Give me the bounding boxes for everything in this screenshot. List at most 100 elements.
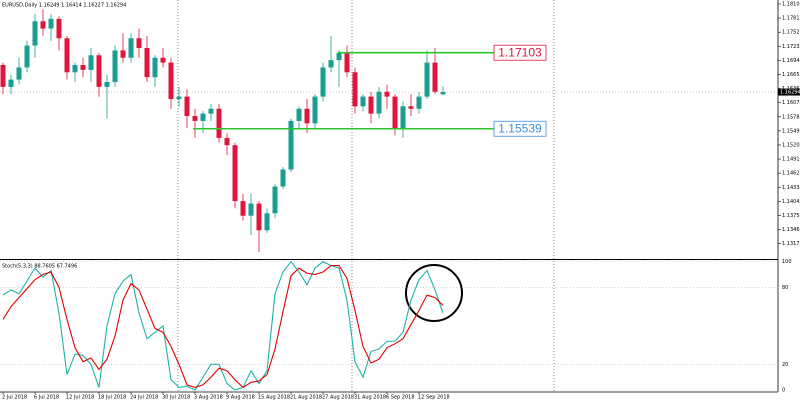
y-tick-label: 1.14625 <box>782 171 800 177</box>
candle-body <box>288 120 294 170</box>
candle-body <box>0 65 6 87</box>
candle-body <box>296 108 302 121</box>
indicator-line <box>2 264 444 389</box>
candle-body <box>264 213 270 231</box>
candle-body <box>240 201 246 216</box>
y-tick-label: 1.14335 <box>782 185 800 191</box>
candle-body <box>88 55 94 70</box>
candle-body <box>56 18 62 39</box>
y-tick-label: 1.14915 <box>782 157 800 163</box>
y-tick-label: 20 <box>782 362 788 368</box>
candle-body <box>312 96 318 124</box>
candle-body <box>80 65 86 70</box>
candle-body <box>192 116 198 121</box>
candle-body <box>160 57 166 63</box>
highlight-circle <box>405 264 463 322</box>
candle-body <box>168 62 174 100</box>
candle-body <box>176 96 182 100</box>
indicator-title: Stoch(5,3,3) 88.7605 67.7496 <box>2 264 77 270</box>
candle-body <box>184 96 190 117</box>
y-tick-label: 1.17235 <box>782 44 800 50</box>
last-price-box <box>778 88 800 96</box>
x-tick-label: 21 Aug 2018 <box>290 395 322 400</box>
candle-body <box>384 91 390 97</box>
y-tick-label: 1.13175 <box>782 241 800 247</box>
x-tick-label: 9 Aug 2018 <box>226 395 255 400</box>
candle-body <box>304 108 310 124</box>
y-tick-label: 1.16075 <box>782 100 800 106</box>
candle-body <box>24 45 30 68</box>
candle-body <box>368 96 374 114</box>
indicator-line <box>2 260 444 391</box>
candle-body <box>128 38 134 58</box>
candle-body <box>408 106 414 109</box>
candle-body <box>48 18 54 29</box>
candle-body <box>416 96 422 109</box>
candle-body <box>32 21 38 46</box>
x-tick-label: 27 Aug 2018 <box>322 395 354 400</box>
level-label-box <box>493 120 547 137</box>
x-tick-label: 6 Jul 2018 <box>34 395 59 400</box>
candle-body <box>272 186 278 214</box>
x-tick-label: 18 Jul 2018 <box>98 395 126 400</box>
y-tick-label: 80 <box>782 285 788 291</box>
level-label: 1.15539 <box>498 121 542 135</box>
candle-body <box>112 50 118 83</box>
candle-body <box>280 169 286 187</box>
candle-body <box>400 106 406 129</box>
x-tick-label: 24 Jul 2018 <box>130 395 158 400</box>
candle-body <box>224 137 230 146</box>
y-tick-label: 1.14045 <box>782 199 800 205</box>
x-tick-label: 12 Jul 2018 <box>66 395 94 400</box>
y-tick-label: 0 <box>782 388 785 394</box>
candle-body <box>40 21 46 29</box>
candle-body <box>136 38 142 48</box>
candle-body <box>320 67 326 97</box>
candle-body <box>376 91 382 114</box>
candle-body <box>144 47 150 78</box>
candle-body <box>232 145 238 202</box>
candle-body <box>336 52 342 61</box>
candle-body <box>424 62 430 97</box>
candle-body <box>248 203 254 216</box>
candle-body <box>208 108 214 114</box>
candle-body <box>200 113 206 121</box>
y-tick-label: 1.18105 <box>782 2 800 8</box>
candle-body <box>64 38 70 73</box>
y-tick-label: 1.17815 <box>782 16 800 22</box>
candle-body <box>120 50 126 58</box>
candle-body <box>16 67 22 80</box>
y-tick-label: 1.17525 <box>782 30 800 36</box>
candle-body <box>152 57 158 78</box>
y-tick-label: 1.13755 <box>782 213 800 219</box>
candle-body <box>432 62 438 92</box>
x-tick-label: 12 Sep 2018 <box>418 395 450 400</box>
candle-body <box>344 52 350 73</box>
candle-body <box>360 96 366 107</box>
x-tick-label: 6 Sep 2018 <box>386 395 415 400</box>
candle-body <box>96 55 102 87</box>
x-tick-label: 15 Aug 2018 <box>258 395 290 400</box>
level-label-box <box>493 44 547 61</box>
candle-body <box>8 79 14 87</box>
candle-body <box>72 65 78 73</box>
y-tick-label: 1.16945 <box>782 58 800 64</box>
candle-body <box>440 92 446 95</box>
y-tick-label: 100 <box>782 259 792 265</box>
y-tick-label: 1.16655 <box>782 72 800 78</box>
candle-body <box>352 72 358 107</box>
y-tick-label: 1.13465 <box>782 227 800 233</box>
x-tick-label: 2 Jul 2018 <box>2 395 27 400</box>
candle-body <box>392 96 398 129</box>
x-tick-label: 31 Aug 2018 <box>354 395 386 400</box>
x-tick-label: 3 Aug 2018 <box>194 395 223 400</box>
candle-body <box>328 60 334 68</box>
level-label: 1.17103 <box>498 45 542 59</box>
candle-body <box>104 82 110 87</box>
y-tick-label: 1.15205 <box>782 142 800 148</box>
y-tick-label: 1.15785 <box>782 114 800 120</box>
y-tick-label: 1.15495 <box>782 128 800 134</box>
